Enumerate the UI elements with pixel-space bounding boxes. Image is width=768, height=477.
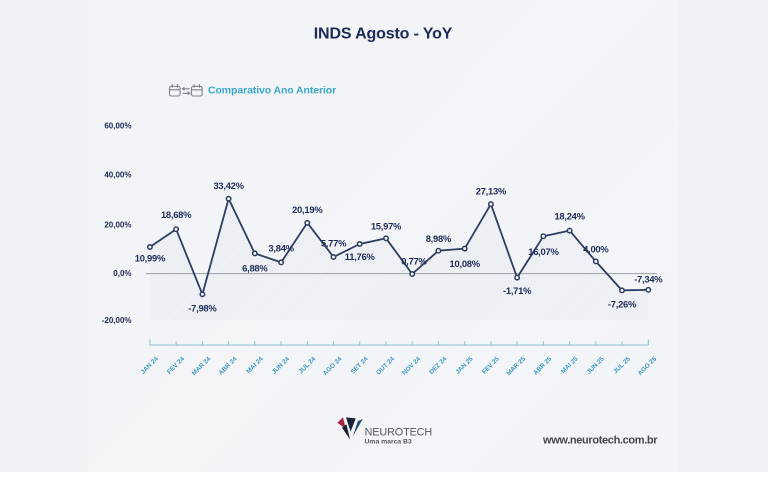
- svg-text:-7,26%: -7,26%: [608, 298, 637, 309]
- svg-text:20,00%: 20,00%: [104, 220, 131, 229]
- svg-text:10,99%: 10,99%: [135, 253, 166, 264]
- svg-text:60,00%: 60,00%: [104, 122, 131, 131]
- svg-text:16,07%: 16,07%: [528, 246, 559, 257]
- svg-text:-20,00%: -20,00%: [102, 316, 132, 325]
- svg-text:Uma marca B3: Uma marca B3: [365, 439, 412, 446]
- svg-text:8,98%: 8,98%: [426, 233, 452, 244]
- svg-text:6,88%: 6,88%: [242, 262, 268, 273]
- svg-text:INDS Agosto - YoY: INDS Agosto - YoY: [314, 25, 453, 42]
- svg-text:4,00%: 4,00%: [583, 243, 609, 254]
- svg-text:0,77%: 0,77%: [401, 256, 427, 267]
- svg-text:-1,71%: -1,71%: [503, 285, 532, 296]
- svg-text:10,08%: 10,08%: [450, 258, 481, 269]
- svg-text:-7,34%: -7,34%: [634, 274, 663, 285]
- svg-text:40,00%: 40,00%: [104, 170, 131, 179]
- svg-text:5,77%: 5,77%: [321, 238, 347, 249]
- svg-text:11,76%: 11,76%: [345, 251, 376, 262]
- svg-text:33,42%: 33,42%: [213, 180, 244, 191]
- svg-text:15,97%: 15,97%: [371, 221, 402, 232]
- svg-text:27,13%: 27,13%: [476, 185, 507, 196]
- svg-text:NEUROTECH: NEUROTECH: [365, 426, 432, 438]
- svg-text:www.neurotech.com.br: www.neurotech.com.br: [542, 435, 658, 447]
- svg-text:18,68%: 18,68%: [161, 209, 192, 220]
- svg-text:20,19%: 20,19%: [292, 204, 323, 215]
- svg-text:-7,98%: -7,98%: [188, 302, 217, 313]
- svg-text:3,84%: 3,84%: [268, 243, 294, 254]
- svg-text:Comparativo Ano Anterior: Comparativo Ano Anterior: [208, 84, 336, 96]
- svg-text:0,0%: 0,0%: [113, 269, 131, 278]
- svg-text:18,24%: 18,24%: [554, 211, 585, 222]
